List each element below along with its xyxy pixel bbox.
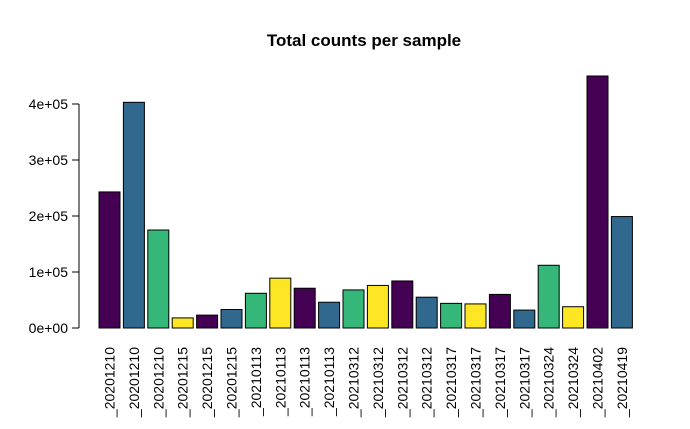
bar — [366, 284, 389, 329]
bar — [244, 292, 267, 329]
x-tick-label: _20201210 — [102, 347, 118, 418]
bar — [293, 287, 316, 329]
x-tick-label: _20210113 — [248, 347, 264, 417]
bar — [269, 277, 292, 329]
bar — [440, 302, 463, 329]
bar — [513, 309, 536, 329]
x-tick-label: _20201210 — [126, 347, 142, 418]
x-tick-label: _20201210 — [150, 347, 166, 418]
x-tick-label: _20210312 — [394, 347, 410, 418]
bars-group — [98, 75, 633, 329]
x-tick-label: _20210317 — [492, 347, 508, 418]
bar — [415, 296, 438, 329]
x-tick-label: _20210324 — [541, 347, 557, 418]
x-tick-label: _20210113 — [297, 347, 313, 417]
x-tick-label: _20210317 — [516, 347, 532, 418]
x-tick-label: _20210317 — [468, 347, 484, 418]
bar — [391, 280, 414, 329]
x-tick-label: _20210113 — [272, 347, 288, 417]
x-tick-label: _20210317 — [443, 347, 459, 418]
y-tick-label: 3e+05 — [29, 152, 69, 168]
bar — [488, 293, 511, 329]
x-tick-label: _20210324 — [565, 347, 581, 418]
bar — [342, 289, 365, 329]
bar — [562, 306, 585, 329]
y-tick-label: 0e+00 — [29, 320, 69, 336]
bar — [147, 229, 170, 329]
bar — [537, 264, 560, 329]
bar — [196, 314, 219, 329]
x-tick-label: _20210419 — [614, 347, 630, 418]
bar — [610, 216, 633, 329]
x-tick-label: _20210113 — [321, 347, 337, 417]
y-tick-label: 2e+05 — [29, 208, 69, 224]
x-tick-label: _20210312 — [419, 347, 435, 418]
bar — [171, 317, 194, 329]
bar — [586, 75, 609, 329]
x-tick-label: _20210312 — [346, 347, 362, 418]
y-tick-label: 4e+05 — [29, 96, 69, 112]
x-tick-label: _20201215 — [175, 347, 191, 418]
y-axis: 0e+00 1e+05 2e+05 3e+05 4e+05 — [29, 96, 80, 336]
x-tick-label: _20201215 — [224, 347, 240, 418]
x-tick-label: _20210402 — [590, 347, 606, 418]
y-tick-label: 1e+05 — [29, 264, 69, 280]
x-tick-label: _20210312 — [370, 347, 386, 418]
bar — [220, 309, 243, 329]
bar — [318, 301, 341, 329]
bar — [98, 191, 121, 329]
bar — [122, 101, 145, 329]
x-tick-label: _20201215 — [199, 347, 215, 418]
x-axis-labels: _20201210 _20201210 _20201210 _20201215 _202… — [102, 347, 630, 418]
chart-title: Total counts per sample — [267, 31, 461, 50]
bar — [464, 303, 487, 329]
